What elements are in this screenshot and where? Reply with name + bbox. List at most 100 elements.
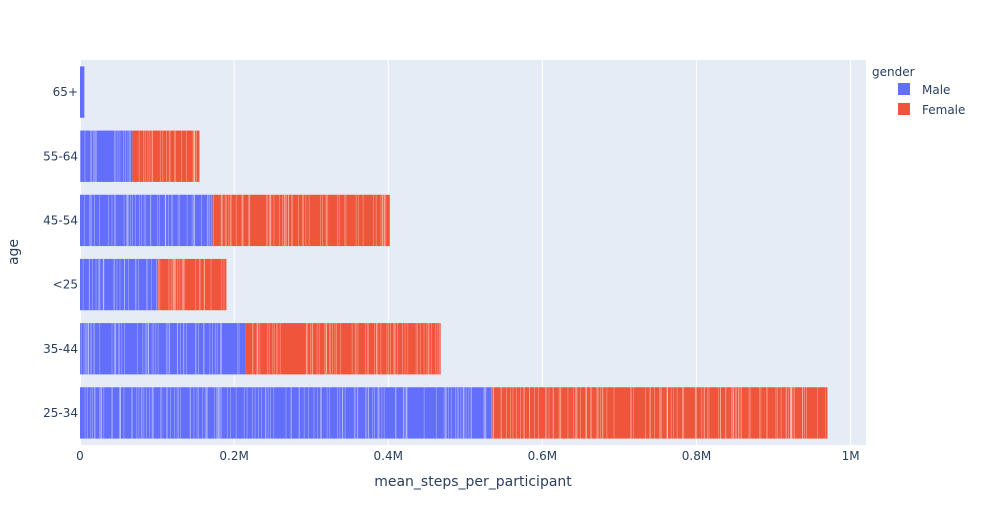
bar-segment-edge [445,387,447,439]
bar-segment-edge [468,387,470,439]
bar-segment-edge [288,194,290,247]
bar-segment-edge [443,387,445,439]
bar-segment-edge [667,387,668,439]
bar-segment-edge [357,387,358,439]
bar-segment-edge [147,258,149,311]
bar-segment-edge [120,323,122,375]
bar-segment-edge [606,387,608,439]
bar-segment-edge [167,387,168,439]
bar-segment-edge [95,258,97,311]
bar-segment-edge [493,387,494,439]
bar-segment-edge [157,194,158,247]
bar-segment-edge [130,130,131,182]
bar-segment-edge [115,130,117,182]
bar-segment-edge [165,194,167,247]
bar-segment-edge [320,387,322,439]
bar-segment-edge [455,387,457,439]
bar-segment-edge [89,194,90,247]
bar-segment-edge [270,194,272,247]
bar-female-45-54 [212,194,390,247]
bar-segment-edge [254,387,256,439]
bar-segment-edge [326,323,327,375]
bar-segment-edge [276,323,278,375]
bar-segment-edge [124,130,126,182]
bar-segment-edge [386,323,388,375]
bar-segment-edge [500,387,502,439]
bar-segment-edge [177,194,179,247]
bar-segment-edge [174,130,175,182]
bar-segment-edge [242,194,244,247]
bar-segment-edge [248,194,250,247]
bar-segment-edge [500,387,502,439]
bar-segment-edge [94,387,96,439]
bar-segment-edge [766,387,768,439]
bar-segment-edge [118,387,120,439]
bar-segment-edge [209,323,211,375]
bar-segment-edge [90,323,92,375]
bar-segment-edge [735,387,736,439]
bar-segment-edge [216,387,217,439]
bar-segment-edge [308,194,310,247]
bar-segment-edge [127,130,129,182]
bar-segment-edge [88,323,90,375]
bar-segment-edge [694,387,696,439]
bar-segment-edge [257,323,258,375]
bar-segment-edge [123,194,125,247]
bar-segment-edge [708,387,710,439]
bar-segment-edge [760,387,762,439]
bar-segment-edge [506,387,507,439]
bar-segment-edge [101,387,102,439]
bar-segment-edge [269,194,271,247]
bar-segment-edge [354,323,356,375]
bar-segment-edge [431,323,432,375]
bar-segment-edge [567,387,569,439]
bar-segment-edge [99,387,100,439]
legend-title: gender [872,65,915,79]
bar-segment-edge [465,387,467,439]
bar-segment-edge [306,323,308,375]
bar-segment-edge [579,387,581,439]
bar-segment-edge [90,130,91,182]
bar-segment-edge [119,387,121,439]
bar-segment-edge [131,387,132,439]
bar-segment-edge [173,258,174,311]
bar-segment-edge [228,194,230,247]
bar-male-35-44 [80,323,246,375]
bar-segment-edge [378,387,379,439]
bar-segment-edge [144,130,146,182]
bar-segment-edge [485,387,487,439]
bar-segment-edge [139,194,140,247]
bar-segment-edge [182,258,184,311]
bar-segment-edge [299,387,300,439]
bar-segment-edge [128,194,129,247]
bar-segment-edge [382,194,384,247]
bar-segment-edge [114,194,115,247]
bar-segment-edge [340,323,342,375]
bar-segment-edge [198,258,200,311]
bar-segment-edge [306,323,308,375]
bar-segment-edge [738,387,740,439]
bar-segment-edge [123,387,125,439]
bar-segment-edge [82,258,84,311]
bar-segment-edge [204,387,206,439]
bar-segment-edge [320,387,322,439]
bar-segment-edge [645,387,647,439]
bar-segment-edge [212,194,214,247]
bar-segment-edge [137,323,138,375]
bar-segment-edge [102,258,104,311]
bar-segment-edge [177,323,178,375]
bar-segment-edge [124,258,125,311]
bar-segment-edge [159,258,161,311]
bar-segment-edge [490,387,492,439]
bar-segment-edge [415,323,417,375]
bar-male-25-34 [80,387,493,439]
bar-segment-edge [682,387,683,439]
bar-segment-edge [284,194,285,247]
bar-segment-edge [404,323,406,375]
bar-segment-edge [802,387,803,439]
bar-segment-edge [596,387,598,439]
bar-segment-edge [261,387,262,439]
bar-segment-edge [108,194,109,247]
bar-segment-edge [393,323,395,375]
bar-segment-edge [204,258,205,311]
